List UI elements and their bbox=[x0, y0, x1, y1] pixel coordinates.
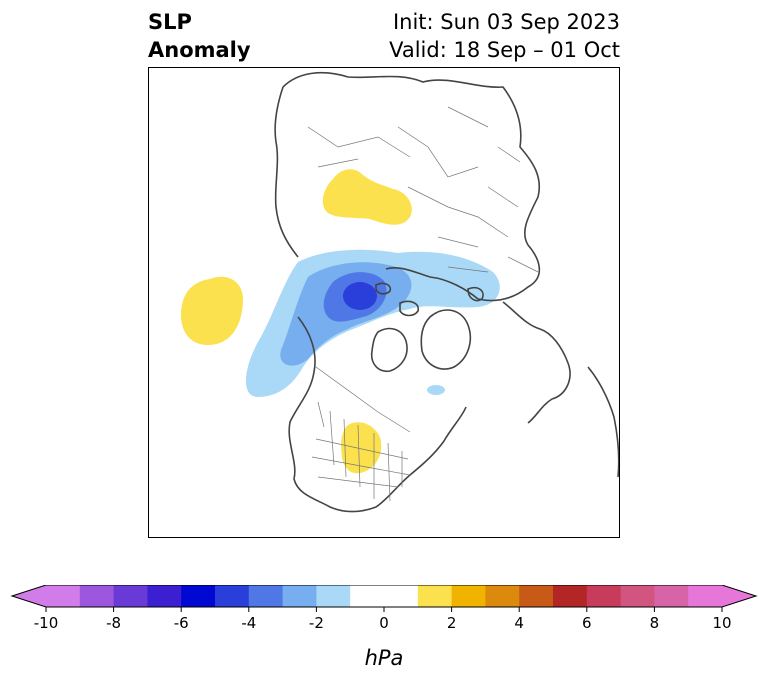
colorbar-units: hPa bbox=[364, 646, 404, 670]
colorbar-tick-label: 8 bbox=[650, 614, 660, 632]
colorbar-cell bbox=[46, 585, 81, 607]
europe-coast bbox=[502, 301, 571, 424]
colorbar-cell bbox=[147, 585, 182, 607]
colorbar-cell bbox=[248, 585, 284, 607]
colorbar-cell bbox=[181, 585, 216, 607]
colorbar-tick-label: -4 bbox=[241, 614, 256, 632]
low-anomaly-east bbox=[427, 385, 445, 395]
colorbar-cell bbox=[282, 585, 317, 607]
init-date: Init: Sun 03 Sep 2023 bbox=[392, 10, 620, 34]
colorbar-tick-label: -8 bbox=[106, 614, 121, 632]
asia-east-coast bbox=[274, 86, 299, 258]
colorbar-low-arrow bbox=[12, 585, 46, 607]
north-america-coast bbox=[288, 316, 467, 513]
eurasia-coast bbox=[282, 71, 541, 302]
map-frame bbox=[148, 67, 620, 538]
anomaly-map bbox=[148, 67, 620, 538]
title-line-2: Anomaly bbox=[148, 38, 251, 62]
colorbar-cell bbox=[417, 585, 453, 607]
positive-anomalies bbox=[181, 169, 412, 474]
eurasia-borders bbox=[307, 106, 539, 273]
africa-coast bbox=[587, 366, 620, 478]
negative-anomalies bbox=[245, 249, 500, 397]
colorbar-tick-label: 10 bbox=[712, 614, 731, 632]
pacific-high bbox=[181, 276, 243, 345]
colorbar-cell bbox=[215, 585, 250, 607]
colorbar-tick-label: 2 bbox=[447, 614, 457, 632]
colorbar-cell bbox=[79, 585, 115, 607]
colorbar-tick-label: 4 bbox=[514, 614, 524, 632]
borders bbox=[307, 106, 539, 502]
colorbar-cell bbox=[350, 585, 385, 607]
hudson-bay-coast bbox=[370, 327, 408, 373]
colorbar-high-arrow bbox=[722, 585, 756, 607]
colorbar: -10 -8 -6 -4 -2 0 2 4 6 8 10 bbox=[10, 585, 758, 632]
colorbar-cell bbox=[451, 585, 486, 607]
valid-dates: Valid: 18 Sep – 01 Oct bbox=[389, 38, 620, 62]
colorbar-tick-label: -6 bbox=[174, 614, 189, 632]
colorbar-tick-label: 0 bbox=[379, 614, 389, 632]
colorbar-cell bbox=[384, 585, 419, 607]
us-state-borders bbox=[311, 401, 411, 502]
colorbar-cell bbox=[688, 585, 723, 607]
siberian-high bbox=[322, 169, 412, 225]
arctic-islands bbox=[375, 282, 484, 317]
greenland-coast bbox=[420, 309, 472, 370]
colorbar-cell bbox=[519, 585, 554, 607]
colorbar-cell bbox=[620, 585, 655, 607]
central-us-high bbox=[341, 422, 382, 474]
map-title: SLP Anomaly bbox=[148, 8, 251, 64]
colorbar-ticks: -10 -8 -6 -4 -2 0 2 4 6 8 10 bbox=[34, 607, 732, 632]
colorbar-cell bbox=[316, 585, 351, 607]
colorbar-cell bbox=[654, 585, 689, 607]
title-line-1: SLP bbox=[148, 10, 192, 34]
colorbar-cell bbox=[553, 585, 588, 607]
colorbar-cell bbox=[586, 585, 622, 607]
us-canada-border bbox=[315, 366, 411, 433]
forecast-dates: Init: Sun 03 Sep 2023 Valid: 18 Sep – 01… bbox=[389, 8, 620, 64]
colorbar-tick-label: -2 bbox=[309, 614, 324, 632]
colorbar-tick-label: 6 bbox=[582, 614, 592, 632]
colorbar-cell bbox=[113, 585, 148, 607]
colorbar-cells bbox=[46, 585, 723, 607]
colorbar-cell bbox=[485, 585, 520, 607]
colorbar-tick-label: -10 bbox=[34, 614, 59, 632]
coastlines bbox=[274, 71, 620, 513]
low-anomaly-core bbox=[343, 282, 377, 310]
